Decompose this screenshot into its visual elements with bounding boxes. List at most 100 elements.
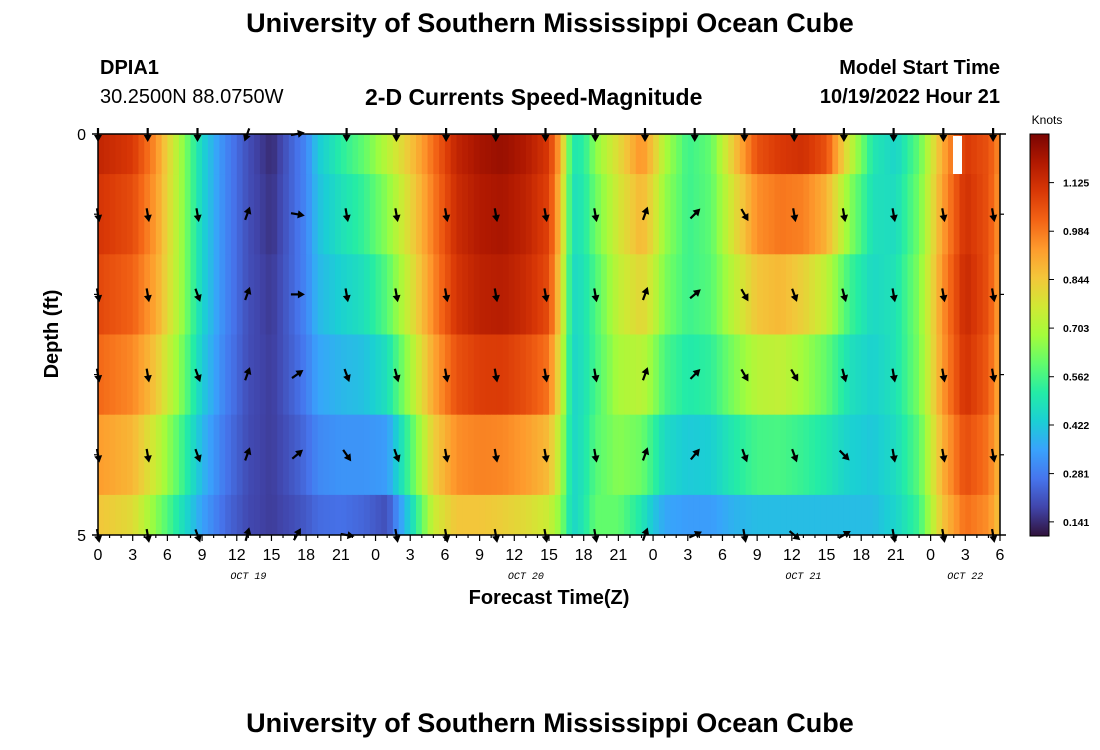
heatmap-cell [549, 174, 556, 255]
heatmap-cell [468, 254, 475, 336]
current-vector [291, 449, 304, 460]
heatmap-cell [352, 174, 359, 255]
heatmap-cell [780, 334, 787, 416]
current-vector [641, 206, 650, 221]
heatmap-cell [167, 334, 174, 416]
heatmap-cell [520, 254, 527, 336]
heatmap-cell [635, 254, 643, 336]
heatmap-cell [502, 494, 510, 535]
heatmap-cell [288, 134, 296, 175]
heatmap-cell [329, 494, 336, 535]
heatmap-cell [294, 134, 301, 175]
heatmap-cell [433, 174, 440, 255]
heatmap-cell [514, 254, 521, 336]
heatmap-cell [317, 134, 325, 175]
current-vector [492, 288, 500, 303]
heatmap-cell [150, 174, 157, 255]
heatmap-cell [589, 414, 596, 496]
x-tick-label: 3 [406, 547, 415, 564]
heatmap-cell [323, 414, 330, 496]
heatmap-cell [867, 414, 874, 496]
heatmap-cell [647, 494, 654, 535]
current-vector [889, 208, 898, 223]
heatmap-cell [265, 134, 273, 175]
heatmap-cell [126, 254, 134, 336]
heatmap-cell [988, 334, 995, 416]
heatmap-cell [872, 174, 880, 255]
heatmap-cell [699, 254, 706, 336]
heatmap-cell [398, 174, 406, 255]
heatmap-cell [514, 174, 521, 255]
heatmap-cell [676, 254, 683, 336]
heatmap-cell [947, 494, 955, 535]
heatmap-cell [947, 414, 955, 496]
heatmap-cell [624, 334, 631, 416]
heatmap-cell [329, 134, 336, 175]
missing-data-gap [953, 136, 962, 174]
heatmap-cell [762, 334, 770, 416]
current-vector [889, 368, 898, 383]
heatmap-cell [895, 134, 903, 175]
current-vector [291, 370, 304, 379]
heatmap-cell [965, 134, 972, 175]
heatmap-cell [890, 494, 897, 535]
heatmap-cell [901, 134, 909, 175]
heatmap-cell [728, 174, 735, 255]
heatmap-cell [363, 334, 371, 416]
heatmap-cell [317, 494, 325, 535]
date-label: OCT 21 [785, 572, 821, 583]
heatmap-cell [404, 134, 411, 175]
heatmap-cell [288, 174, 296, 255]
heatmap-cell [213, 134, 221, 175]
heatmap-cell [618, 494, 625, 535]
heatmap-cell [439, 134, 446, 175]
heatmap-cell [994, 334, 1000, 416]
heatmap-cell [560, 254, 567, 336]
heatmap-cell [572, 494, 579, 535]
heatmap-cell [895, 254, 903, 336]
heatmap-cell [751, 334, 758, 416]
heatmap-cell [953, 174, 961, 255]
heatmap-cell [363, 254, 371, 336]
heatmap-cell [809, 254, 816, 336]
current-vector [243, 127, 251, 142]
heatmap-cell [514, 494, 521, 535]
heatmap-cell [705, 254, 712, 336]
heatmap-cell [306, 254, 313, 336]
current-vectors [94, 127, 998, 543]
heatmap-cell [739, 414, 747, 496]
heatmap-cell [549, 414, 556, 496]
heatmap-cell [629, 414, 637, 496]
heatmap-cell [271, 334, 278, 416]
heatmap-cell [254, 254, 261, 336]
heatmap-cell [150, 334, 157, 416]
heatmap-cell [687, 254, 695, 336]
heatmap-cell [913, 134, 920, 175]
heatmap-cell [734, 414, 741, 496]
heatmap-cell [381, 414, 388, 496]
heatmap-cell [450, 134, 458, 175]
heatmap-cell [606, 494, 614, 535]
heatmap-cell [895, 494, 903, 535]
current-vector [591, 448, 600, 463]
heatmap-cell [734, 134, 741, 175]
heatmap-cell [757, 334, 764, 416]
heatmap-cell [803, 334, 810, 416]
heatmap-cell [705, 174, 712, 255]
heatmap-cell [207, 494, 215, 535]
heatmap-cell [947, 334, 955, 416]
x-tick-label: 3 [683, 547, 692, 564]
heatmap-cell [155, 414, 163, 496]
heatmap-cell [901, 494, 909, 535]
heatmap-cell [907, 134, 914, 175]
heatmap-cell [629, 254, 637, 336]
current-vector [342, 288, 351, 303]
heatmap-cell [762, 174, 770, 255]
heatmap-cell [797, 174, 805, 255]
heatmap-cell [248, 174, 255, 255]
heatmap-cell [271, 254, 278, 336]
heatmap-cell [219, 414, 226, 496]
heatmap-cell [693, 134, 700, 175]
heatmap-cell [450, 254, 458, 336]
heatmap-cell [225, 414, 232, 496]
